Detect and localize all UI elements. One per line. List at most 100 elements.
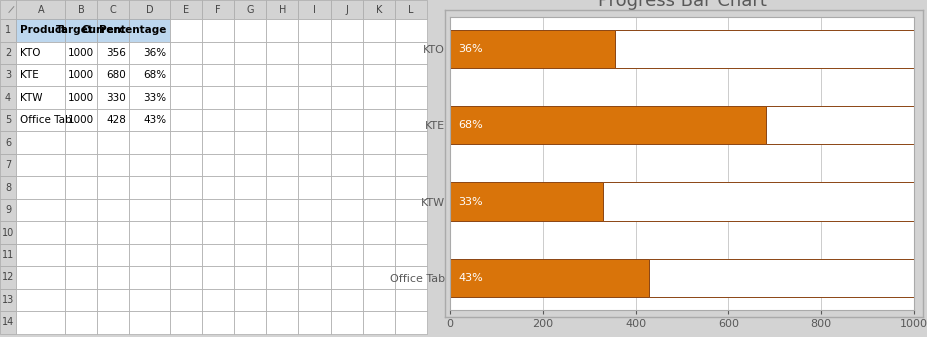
Text: E: E (183, 4, 189, 14)
Bar (330, 41, 362, 64)
Bar (362, 221, 394, 244)
Bar (97, 154, 129, 176)
Text: 1000: 1000 (68, 48, 94, 58)
Bar (298, 221, 330, 244)
Bar (16, 244, 65, 266)
Bar (266, 19, 298, 41)
Bar (330, 289, 362, 311)
Bar (394, 154, 426, 176)
Bar (362, 176, 394, 199)
Bar (330, 154, 362, 176)
Bar (234, 244, 266, 266)
Bar (0, 199, 16, 221)
Text: K: K (375, 4, 382, 14)
Bar (170, 266, 202, 289)
Bar (97, 87, 129, 109)
Bar (298, 87, 330, 109)
Bar (65, 266, 97, 289)
Bar (129, 64, 170, 87)
Bar (450, 30, 615, 68)
Bar (394, 266, 426, 289)
Bar (330, 266, 362, 289)
Bar (0, 0, 16, 19)
Text: 11: 11 (2, 250, 14, 260)
Bar (170, 0, 202, 19)
Bar (234, 154, 266, 176)
Bar (129, 0, 170, 19)
Bar (330, 244, 362, 266)
Bar (298, 109, 330, 131)
Text: Product: Product (19, 25, 66, 35)
Bar (615, 30, 913, 68)
Text: 5: 5 (5, 115, 11, 125)
Bar (330, 19, 362, 41)
Bar (170, 154, 202, 176)
Bar (65, 87, 97, 109)
Text: KTE: KTE (19, 70, 38, 80)
Bar (97, 41, 129, 64)
Bar (330, 176, 362, 199)
Text: J: J (345, 4, 348, 14)
Bar (266, 154, 298, 176)
Text: 9: 9 (5, 205, 11, 215)
Bar (129, 221, 170, 244)
Text: 1000: 1000 (68, 115, 94, 125)
Bar (298, 176, 330, 199)
Bar (129, 87, 170, 109)
Text: KTO: KTO (19, 48, 40, 58)
Bar (16, 64, 65, 87)
Bar (202, 266, 234, 289)
Bar (65, 109, 97, 131)
Bar (202, 131, 234, 154)
Bar (65, 131, 97, 154)
Bar (298, 289, 330, 311)
Bar (266, 244, 298, 266)
Bar (0, 176, 16, 199)
Bar (298, 311, 330, 334)
Bar (97, 131, 129, 154)
Bar (202, 87, 234, 109)
Bar (16, 19, 65, 41)
Bar (170, 131, 202, 154)
Text: 36%: 36% (458, 44, 483, 54)
Bar (234, 266, 266, 289)
Bar (394, 199, 426, 221)
Bar (16, 221, 65, 244)
Bar (129, 154, 170, 176)
Bar (97, 311, 129, 334)
Bar (266, 176, 298, 199)
Bar (234, 131, 266, 154)
Text: C: C (109, 4, 117, 14)
Bar (129, 19, 170, 41)
Bar (394, 19, 426, 41)
Bar (266, 199, 298, 221)
Bar (394, 0, 426, 19)
Bar (394, 289, 426, 311)
Text: Current: Current (81, 25, 126, 35)
Text: 428: 428 (106, 115, 126, 125)
Bar (330, 311, 362, 334)
Bar (97, 64, 129, 87)
Text: 1000: 1000 (68, 70, 94, 80)
Bar (16, 289, 65, 311)
Bar (202, 176, 234, 199)
Bar (266, 64, 298, 87)
Text: A: A (37, 4, 44, 14)
Bar (202, 311, 234, 334)
Text: 68%: 68% (458, 120, 483, 130)
Bar (394, 176, 426, 199)
Bar (298, 244, 330, 266)
Text: 33%: 33% (143, 93, 166, 103)
Bar (129, 266, 170, 289)
Bar (362, 109, 394, 131)
Bar (648, 258, 913, 297)
Bar (362, 311, 394, 334)
Bar (129, 311, 170, 334)
Bar (330, 87, 362, 109)
Bar (394, 221, 426, 244)
Bar (0, 41, 16, 64)
Bar (234, 199, 266, 221)
Text: 12: 12 (2, 272, 14, 282)
Bar (65, 19, 97, 41)
Bar (362, 266, 394, 289)
